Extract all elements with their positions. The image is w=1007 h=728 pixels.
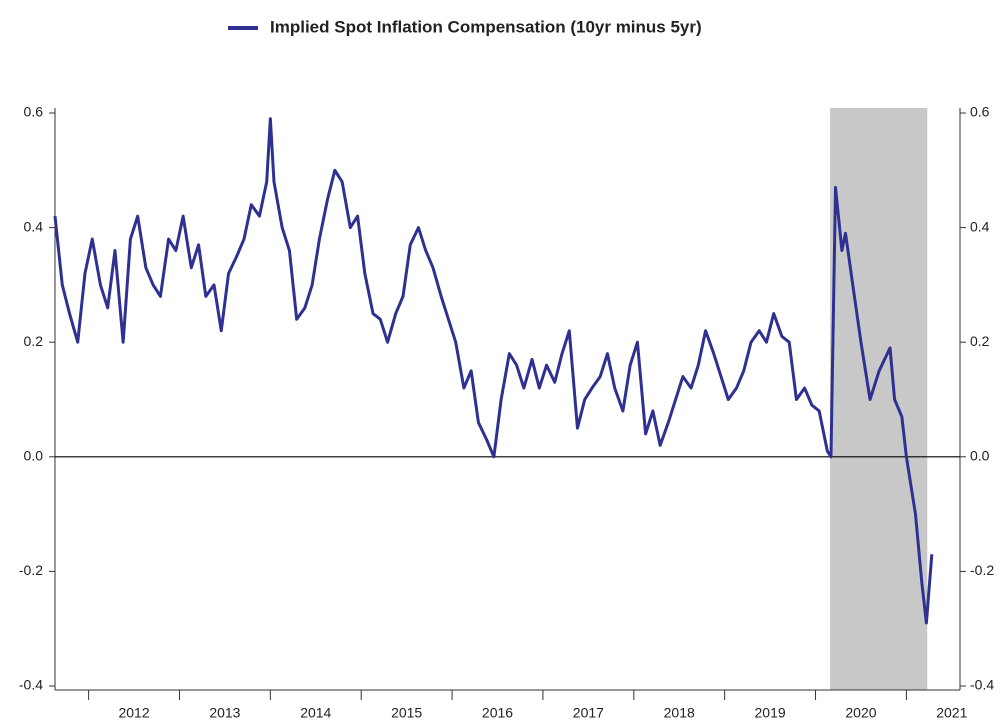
x-tick-label: 2012 xyxy=(118,705,149,721)
y2-tick-label: 0.0 xyxy=(970,448,990,464)
y2-tick-label: 0.6 xyxy=(970,104,990,120)
y2-tick-label: -0.4 xyxy=(970,677,994,693)
legend-label: Implied Spot Inflation Compensation (10y… xyxy=(270,17,702,36)
y-tick-label: 0.2 xyxy=(24,333,44,349)
x-tick-label: 2015 xyxy=(391,705,422,721)
data-line xyxy=(53,117,934,625)
y-tick-label: -0.2 xyxy=(19,562,43,578)
x-tick-label: 2019 xyxy=(755,705,786,721)
y2-tick-label: 0.2 xyxy=(970,333,990,349)
shaded-region xyxy=(830,108,928,690)
y-tick-label: 0.4 xyxy=(24,218,44,234)
x-tick-label: 2020 xyxy=(845,705,876,721)
x-tick-label: 2013 xyxy=(209,705,240,721)
y-tick-label: -0.4 xyxy=(19,677,43,693)
x-tick-label: 2021 xyxy=(936,705,967,721)
y-tick-label: 0.0 xyxy=(24,448,44,464)
y2-tick-label: -0.2 xyxy=(970,562,994,578)
x-tick-label: 2016 xyxy=(482,705,513,721)
x-tick-label: 2017 xyxy=(573,705,604,721)
y-tick-label: 0.6 xyxy=(24,104,44,120)
x-tick-label: 2014 xyxy=(300,705,331,721)
y2-tick-label: 0.4 xyxy=(970,218,990,234)
x-tick-label: 2018 xyxy=(664,705,695,721)
